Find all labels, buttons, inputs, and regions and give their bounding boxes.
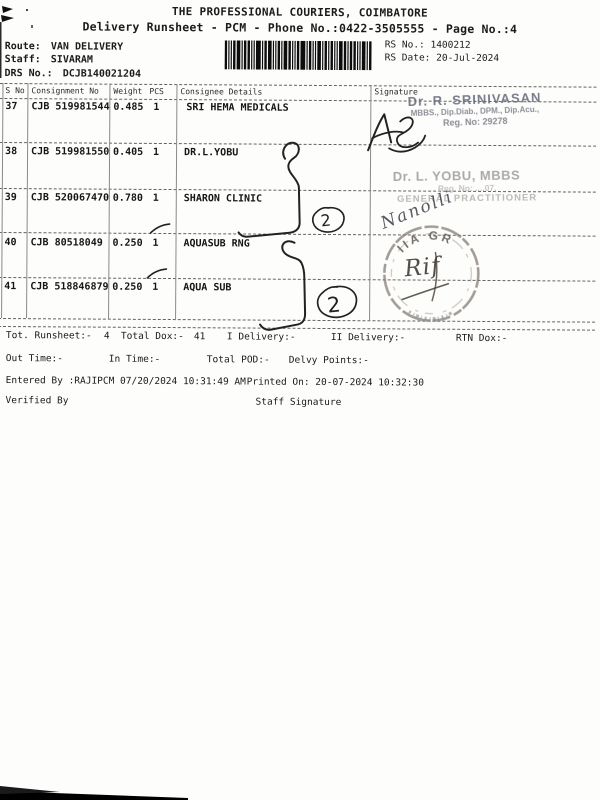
- out-time-label: Out Time:-: [5, 353, 64, 365]
- tot-runsheet-label: Tot. Runsheet:-: [5, 330, 92, 342]
- delvy-points-label: Delvy Points:-: [288, 354, 369, 367]
- verified-by-label: Verified By: [5, 395, 69, 407]
- total-dox-label: Total Dox:-: [120, 330, 184, 343]
- tot-runsheet-value: 4: [103, 330, 110, 342]
- staff-signature-label: Staff Signature: [255, 396, 342, 409]
- rtn-dox-label: RTN Dox:-: [455, 332, 508, 345]
- entered-by-line: Entered By :RAJIPCM 07/20/2024 10:31:49 …: [5, 375, 246, 388]
- round-rubber-stamp: IIA GR: [383, 225, 480, 322]
- in-time-label: In Time:-: [108, 353, 161, 365]
- i-delivery-label: I Delivery:-: [226, 331, 296, 343]
- total-pod-label: Total POD:-: [206, 354, 270, 366]
- printed-on-line: Printed On: 20-07-2024 10:32:30: [246, 376, 425, 389]
- ii-delivery-label: II Delivery:-: [330, 332, 406, 344]
- barcode-icon: [224, 40, 372, 71]
- total-dox-value: 41: [193, 331, 206, 343]
